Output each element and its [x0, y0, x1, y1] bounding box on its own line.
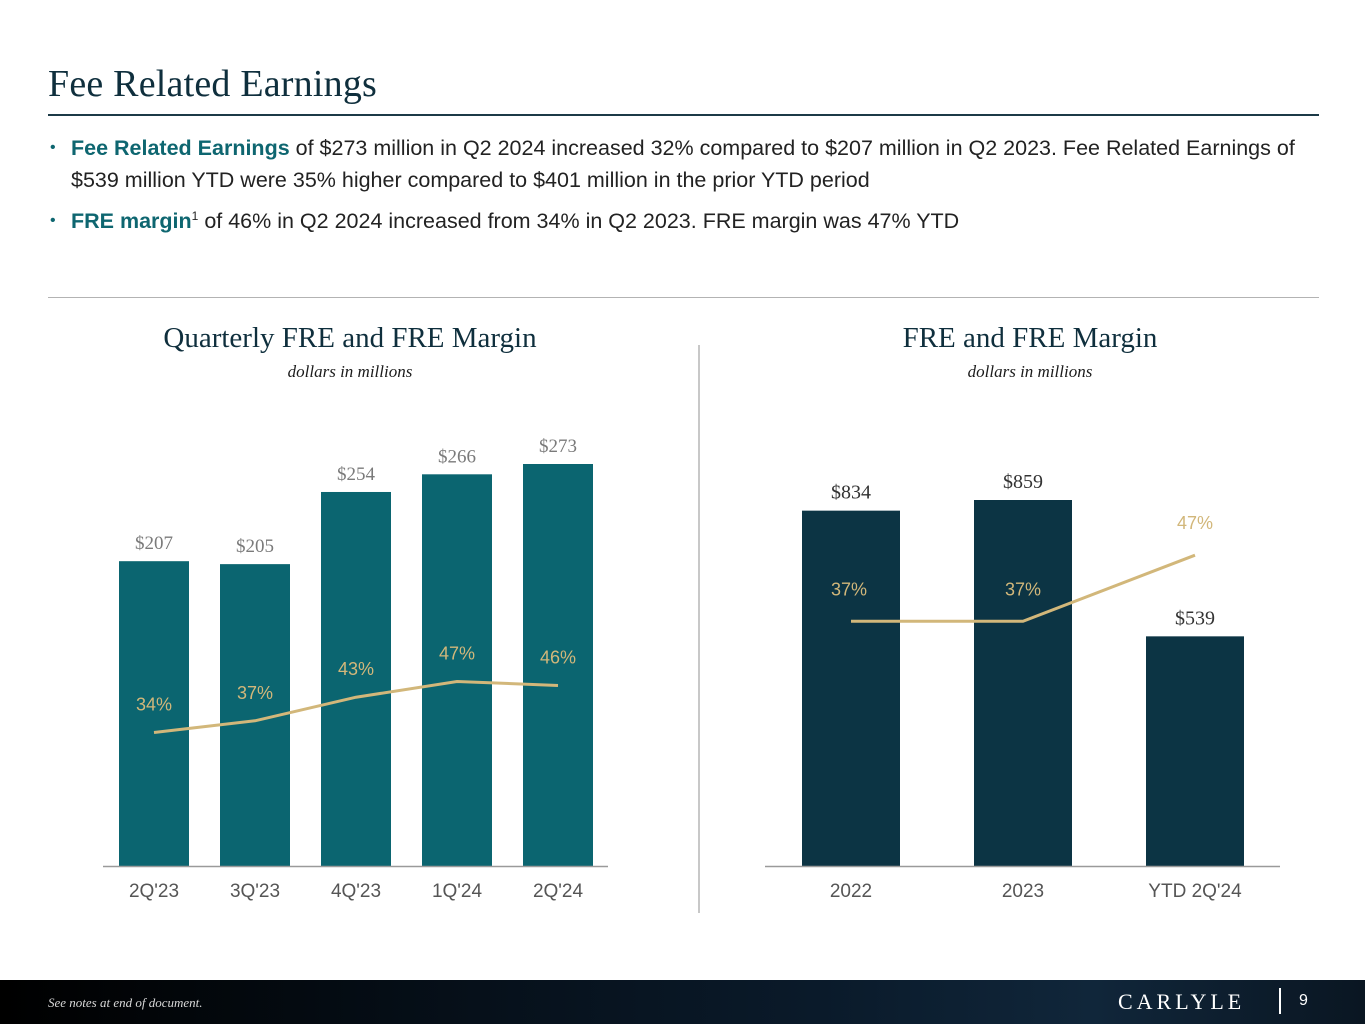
- category-tick-label: 3Q'23: [230, 881, 280, 902]
- bullet-fre-margin: • FRE margin1 of 46% in Q2 2024 increase…: [48, 205, 1323, 237]
- category-tick-label: 1Q'24: [432, 881, 483, 902]
- bar-2Q'24: [523, 464, 593, 866]
- bullet-dot-icon: •: [50, 212, 56, 229]
- section-rule: [48, 297, 1319, 298]
- category-tick-label: 2Q'23: [129, 881, 179, 902]
- annual-chart-title: FRE and FRE Margin: [902, 322, 1158, 354]
- bullet-dot-icon: •: [50, 139, 56, 156]
- bullet-text: of $273 million in Q2 2024 increased 32%…: [71, 136, 1295, 192]
- bar-4Q'23: [321, 491, 391, 866]
- title-rule: [48, 114, 1319, 116]
- category-tick-label: 4Q'23: [331, 881, 381, 902]
- fre-margin-label: 47%: [1177, 513, 1213, 533]
- page-number: 9: [1299, 992, 1308, 1009]
- quarterly-chart-title: Quarterly FRE and FRE Margin: [163, 322, 537, 354]
- bar-value-label: $205: [236, 536, 274, 557]
- bar-2Q'23: [119, 561, 189, 866]
- footer-separator: [1279, 988, 1281, 1014]
- bar-value-label: $859: [1003, 471, 1043, 493]
- bar-value-label: $207: [135, 533, 173, 554]
- footer-bar: See notes at end of document. CARLYLE 9: [0, 980, 1365, 1024]
- category-tick-label: YTD 2Q'24: [1148, 881, 1242, 902]
- quarterly-fre-chart: $207 2Q'23 $205 3Q'23 $254 4Q'23 $266 1Q'24 $273…: [103, 436, 608, 902]
- fre-margin-label: 37%: [1005, 579, 1041, 599]
- fre-margin-label: 37%: [831, 579, 867, 599]
- bullet-highlight: FRE margin: [71, 209, 192, 233]
- category-tick-label: 2023: [1002, 881, 1044, 902]
- bar-value-label: $539: [1175, 607, 1215, 629]
- bar-value-label: $254: [337, 464, 376, 485]
- fre-margin-label: 43%: [338, 659, 374, 679]
- carlyle-logo: CARLYLE: [1118, 989, 1246, 1014]
- bullet-highlight: Fee Related Earnings: [71, 136, 290, 160]
- bar-value-label: $266: [438, 446, 476, 467]
- bar-2023: [974, 500, 1072, 866]
- bar-value-label: $273: [539, 436, 577, 457]
- summary-bullets: • Fee Related Earnings of $273 million i…: [48, 132, 1323, 246]
- fre-margin-label: 34%: [136, 695, 172, 715]
- annual-fre-chart: $834 2022 $859 2023 $539 YTD 2Q'24 37% 37% 47%: [765, 471, 1280, 902]
- page-title: Fee Related Earnings: [48, 63, 378, 105]
- quarterly-chart-subtitle: dollars in millions: [287, 362, 413, 381]
- bar-2022: [802, 510, 900, 866]
- bullet-text: of 46% in Q2 2024 increased from 34% in …: [198, 209, 960, 233]
- bullet-fee-related-earnings: • Fee Related Earnings of $273 million i…: [48, 132, 1323, 196]
- chart-divider: [698, 345, 700, 913]
- fre-margin-label: 47%: [439, 644, 475, 664]
- fre-margin-label: 37%: [237, 683, 273, 703]
- category-tick-label: 2022: [830, 881, 872, 902]
- fre-margin-label: 46%: [540, 647, 576, 667]
- footer-note: See notes at end of document.: [48, 995, 203, 1010]
- bar-value-label: $834: [831, 482, 871, 504]
- category-tick-label: 2Q'24: [533, 881, 584, 902]
- bar-YTD 2Q'24: [1146, 636, 1244, 866]
- annual-chart-subtitle: dollars in millions: [967, 362, 1093, 381]
- bar-1Q'24: [422, 474, 492, 866]
- footnote-marker: 1: [191, 208, 199, 223]
